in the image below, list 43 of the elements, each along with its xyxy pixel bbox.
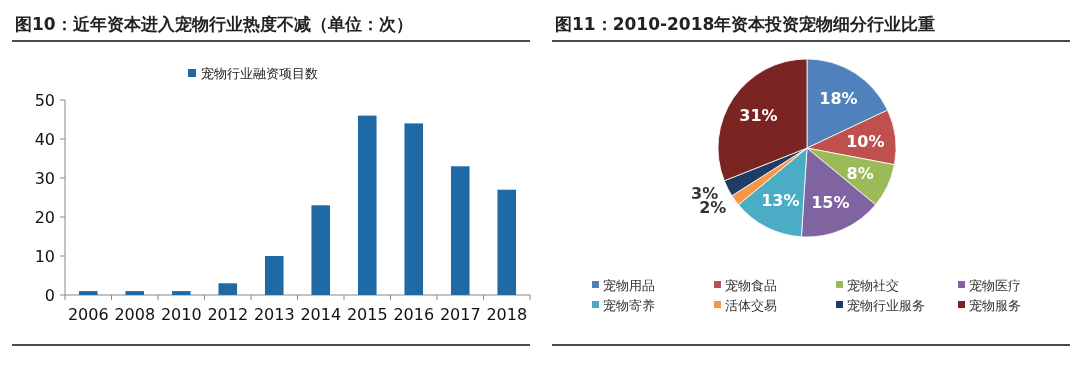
data-label: 10%: [846, 131, 885, 151]
y-tick-label: 50: [34, 91, 55, 110]
data-label: 8%: [846, 164, 874, 184]
x-tick-label: 2006: [67, 305, 109, 324]
x-tick-label: 2017: [439, 305, 481, 324]
x-tick-label: 2008: [114, 305, 156, 324]
x-tick-label: 2018: [486, 305, 528, 324]
x-tick-label: 2015: [346, 305, 388, 324]
legend-label: 宠物行业融资项目数: [201, 66, 318, 81]
x-tick-label: 2014: [300, 305, 342, 324]
legend-label: 宠物社交: [847, 278, 899, 293]
legend-label: 宠物服务: [969, 298, 1021, 313]
y-tick-label: 0: [44, 286, 55, 305]
legend-label: 宠物用品: [603, 278, 655, 293]
x-tick-label: 2010: [160, 305, 202, 324]
bar: [497, 189, 517, 295]
y-tick-label: 30: [34, 169, 55, 188]
bar: [264, 256, 284, 295]
chart-title: 图11：2010-2018年资本投资宠物细分行业比重: [555, 14, 936, 34]
data-label: 18%: [819, 89, 858, 109]
bar: [78, 291, 98, 295]
bar: [311, 205, 331, 295]
bar: [450, 166, 470, 295]
legend-label: 宠物寄养: [603, 298, 655, 313]
bar: [404, 123, 424, 295]
legend-label: 宠物食品: [725, 278, 777, 293]
y-tick-label: 10: [34, 247, 55, 266]
bar: [218, 283, 238, 295]
legend-label: 宠物医疗: [969, 278, 1021, 293]
bar: [357, 115, 377, 295]
x-tick-label: 2012: [207, 305, 249, 324]
y-tick-label: 40: [34, 130, 55, 149]
data-label: 31%: [739, 105, 778, 125]
x-tick-label: 2016: [393, 305, 435, 324]
y-tick-label: 20: [34, 208, 55, 227]
data-label: 15%: [811, 192, 850, 212]
x-tick-label: 2013: [253, 305, 295, 324]
bar: [171, 291, 191, 295]
bar: [125, 291, 145, 295]
chart-title: 图10：近年资本进入宠物行业热度不减（单位：次）: [15, 14, 413, 34]
legend-label: 活体交易: [725, 298, 777, 313]
data-label: 13%: [761, 191, 800, 211]
legend-label: 宠物行业服务: [847, 298, 925, 313]
